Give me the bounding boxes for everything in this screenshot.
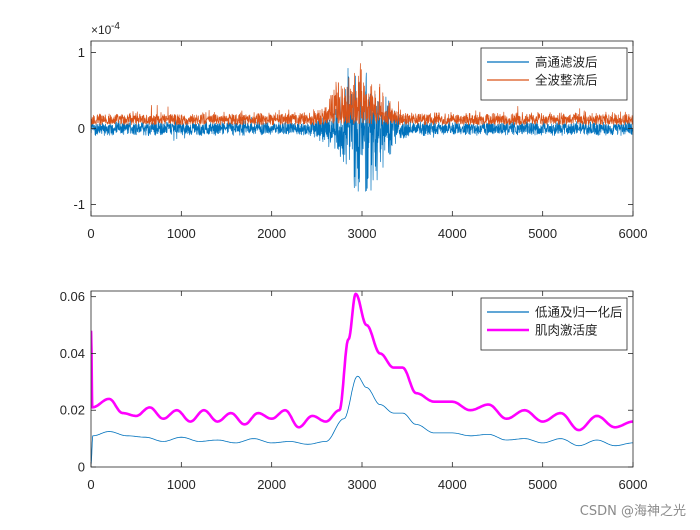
data-layer [91, 292, 633, 465]
y-tick-label: 0 [78, 121, 85, 136]
bottom-plot: 0 1000 2000 3000 4000 5000 6000 0 0.02 0.04 0.06 低通… [60, 289, 648, 492]
x-tick-label: 1000 [167, 477, 196, 492]
legend-label: 低通及归一化后 [535, 306, 623, 320]
y-exponent-label: ×10 [91, 23, 112, 37]
legend-label: 肌肉激活度 [535, 323, 598, 338]
series-line-1 [91, 375, 633, 465]
legend-box [480, 297, 628, 351]
y-tick-label: 0 [78, 460, 85, 475]
x-tick-label: 2000 [257, 226, 286, 241]
x-tick-label: 5000 [528, 477, 557, 492]
x-tick-label: 4000 [438, 226, 467, 241]
series-line-2 [91, 292, 633, 432]
x-tick-label: 2000 [257, 477, 286, 492]
legend-label: 全波整流后 [535, 73, 598, 88]
top-plot: 0 1000 2000 3000 4000 5000 6000-101×10 -4高通滤波后全… [73, 21, 647, 241]
legend-label: 高通滤波后 [535, 55, 598, 70]
series-line-2 [91, 63, 633, 126]
x-tick-label: 4000 [438, 477, 467, 492]
y-tick-label: -1 [73, 197, 85, 212]
data-layer [91, 63, 633, 192]
y-tick-label: 0.02 [60, 403, 85, 418]
x-tick-label: 5000 [528, 226, 557, 241]
x-tick-label: 1000 [167, 226, 196, 241]
x-tick-label: 0 [87, 477, 94, 492]
y-exponent-power: -4 [111, 21, 120, 32]
x-tick-label: 6000 [619, 477, 648, 492]
x-tick-label: 3000 [348, 477, 377, 492]
y-tick-label: 1 [78, 45, 85, 60]
y-tick-label: 0.06 [60, 289, 85, 304]
watermark: CSDN @海神之光 [579, 504, 686, 519]
x-tick-label: 0 [87, 226, 94, 241]
x-tick-label: 3000 [348, 226, 377, 241]
x-tick-label: 6000 [619, 226, 648, 241]
y-tick-label: 0.04 [60, 346, 85, 361]
legend-box [480, 47, 628, 101]
